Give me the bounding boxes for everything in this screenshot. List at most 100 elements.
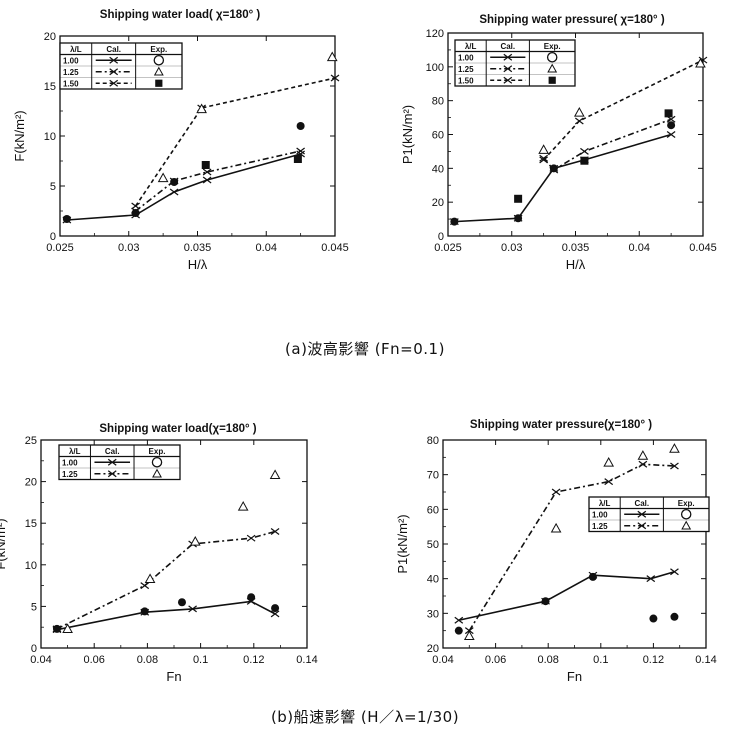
cross-stroke-b xyxy=(188,605,197,613)
exp-point-marker xyxy=(664,109,673,118)
legend-lambda-value: 1.25 xyxy=(458,65,474,74)
x-tick-label: 0.025 xyxy=(46,242,74,254)
x-tick-label: 0.035 xyxy=(562,242,590,254)
legend-exp-marker xyxy=(546,52,558,63)
exp-point-marker xyxy=(237,501,249,511)
y-tick-label: 25 xyxy=(25,435,37,447)
legend-lambda-value: 1.00 xyxy=(62,458,78,467)
cal-point-marker xyxy=(454,616,464,624)
legend-header-cal: Cal. xyxy=(105,447,120,456)
series-line-cal-1.00 xyxy=(66,153,301,221)
y-tick-label: 20 xyxy=(25,477,37,489)
plot-frame xyxy=(442,439,707,649)
y-axis-label: F(kN/m²) xyxy=(0,518,8,569)
series-group xyxy=(450,56,708,226)
exp-point-marker xyxy=(450,217,459,226)
legend-cross-marker xyxy=(107,470,117,478)
exp-point-marker xyxy=(454,626,463,635)
exp-point-marker xyxy=(637,450,649,460)
legend-lambda-value: 1.25 xyxy=(592,522,608,531)
legend: λ/L Cal. Exp. 1.00 1.25 1.50 xyxy=(454,39,576,87)
x-tick-label: 0.14 xyxy=(695,654,716,666)
legend-cross-marker xyxy=(637,510,647,518)
exp-point-marker xyxy=(269,469,281,480)
cross-stroke-b xyxy=(330,74,340,82)
exp-point-marker xyxy=(588,572,597,581)
x-axis-label: H/λ xyxy=(566,257,586,272)
exp-point-marker xyxy=(649,614,658,623)
legend-header-lambda: λ/L xyxy=(70,45,82,54)
x-tick-label: 0.12 xyxy=(643,654,664,666)
exp-point-marker xyxy=(189,535,201,546)
exp-point-marker xyxy=(573,106,585,117)
x-axis-label: Fn xyxy=(166,669,181,684)
series-line-cal-1.25 xyxy=(56,530,276,630)
cross-stroke-b xyxy=(670,568,679,576)
x-tick-label: 0.06 xyxy=(485,654,506,666)
x-tick-label: 0.08 xyxy=(537,654,558,666)
exp-point-marker xyxy=(669,443,680,453)
exp-point-marker xyxy=(247,593,256,602)
y-axis-label: P1(kN/m²) xyxy=(395,514,410,573)
y-tick-label: 20 xyxy=(44,31,56,43)
cross-stroke-b xyxy=(670,462,679,470)
legend-exp-marker xyxy=(155,79,163,87)
y-tick-label: 60 xyxy=(432,130,444,142)
x-tick-label: 0.035 xyxy=(184,242,212,254)
cal-point-marker xyxy=(169,188,179,196)
y-tick-label: 40 xyxy=(432,163,444,175)
exp-point-marker xyxy=(52,624,61,633)
legend-lambda-value: 1.00 xyxy=(458,53,474,62)
series-group xyxy=(52,469,281,634)
y-tick-label: 70 xyxy=(427,470,439,482)
exp-point-marker xyxy=(514,214,523,223)
legend-exp-marker xyxy=(680,508,692,520)
chart-title: Shipping water pressure( χ=180° ) xyxy=(479,14,665,26)
legend-cross-marker xyxy=(503,65,513,73)
chart-title: Shipping water load( χ=180° ) xyxy=(100,9,261,21)
cross-stroke-b xyxy=(454,616,464,624)
x-tick-label: 0.03 xyxy=(501,242,522,254)
exp-point-marker xyxy=(670,612,679,621)
x-tick-label: 0.04 xyxy=(30,654,51,666)
legend: λ/L Cal. Exp. 1.00 1.25 xyxy=(58,444,181,481)
legend-header-lambda: λ/L xyxy=(69,447,81,456)
cross-stroke-b xyxy=(637,522,647,530)
exp-point-marker xyxy=(271,604,280,613)
cross-stroke-b xyxy=(604,478,614,486)
legend-lambda-value: 1.50 xyxy=(458,76,474,85)
series-line-cal-1.25 xyxy=(543,118,672,172)
cal-point-marker xyxy=(188,605,197,613)
cross-stroke-b xyxy=(503,53,513,61)
legend-cross-marker xyxy=(637,522,647,530)
exp-point-marker xyxy=(293,155,302,163)
exp-point-marker xyxy=(62,623,73,633)
caption-ship-speed-effect: (b)船速影響 (H／λ=1/30) xyxy=(270,708,460,726)
cross-stroke-b xyxy=(270,610,280,618)
exp-point-marker xyxy=(541,597,550,606)
legend-cross-marker xyxy=(503,53,513,61)
legend-exp-marker xyxy=(152,468,162,478)
exp-point-marker xyxy=(170,178,179,186)
cross-stroke-b xyxy=(638,460,648,468)
series-group xyxy=(454,443,680,640)
cross-stroke-b xyxy=(539,156,548,164)
legend-header-exp: Exp. xyxy=(678,499,695,508)
exp-point-marker xyxy=(140,607,149,616)
cross-stroke-b xyxy=(131,202,140,210)
cross-stroke-b xyxy=(637,510,647,518)
cal-point-marker xyxy=(270,528,280,536)
cross-stroke-b xyxy=(140,582,150,590)
x-tick-label: 0.04 xyxy=(432,654,453,666)
x-tick-label: 0.04 xyxy=(629,242,650,254)
cross-stroke-b xyxy=(109,68,119,76)
legend-header-exp: Exp. xyxy=(149,447,166,456)
legend-lambda-value: 1.25 xyxy=(62,470,78,479)
x-tick-label: 0.1 xyxy=(593,654,608,666)
x-tick-label: 0.025 xyxy=(434,242,462,254)
cross-stroke-b xyxy=(580,147,589,155)
exp-point-marker xyxy=(157,172,169,183)
y-tick-label: 80 xyxy=(427,435,439,447)
legend-cross-marker xyxy=(109,79,119,87)
